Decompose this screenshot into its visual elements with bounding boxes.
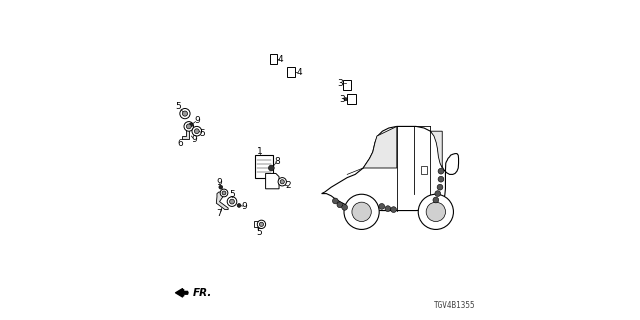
- Circle shape: [435, 191, 440, 196]
- Text: 2: 2: [286, 181, 291, 190]
- Polygon shape: [182, 126, 189, 139]
- Polygon shape: [322, 126, 458, 211]
- Circle shape: [230, 199, 234, 204]
- FancyArrowPatch shape: [175, 289, 188, 297]
- Text: 6: 6: [177, 139, 182, 148]
- Bar: [253, 221, 259, 227]
- Circle shape: [385, 206, 390, 212]
- Circle shape: [437, 184, 443, 190]
- Circle shape: [352, 202, 371, 221]
- FancyBboxPatch shape: [344, 80, 351, 90]
- FancyBboxPatch shape: [270, 54, 278, 64]
- FancyArrowPatch shape: [178, 290, 188, 296]
- Circle shape: [192, 126, 202, 136]
- FancyBboxPatch shape: [347, 94, 356, 104]
- Bar: [255, 155, 273, 178]
- Polygon shape: [216, 192, 228, 210]
- Circle shape: [237, 204, 241, 207]
- Circle shape: [344, 194, 380, 229]
- FancyBboxPatch shape: [287, 67, 296, 77]
- Circle shape: [426, 202, 445, 221]
- Text: 5: 5: [200, 129, 205, 138]
- Polygon shape: [364, 126, 397, 168]
- Circle shape: [180, 108, 190, 119]
- Circle shape: [438, 168, 444, 174]
- Text: 5: 5: [256, 228, 262, 237]
- Circle shape: [259, 222, 264, 227]
- Circle shape: [227, 197, 237, 206]
- Polygon shape: [430, 131, 442, 168]
- Circle shape: [433, 197, 439, 203]
- Circle shape: [222, 191, 226, 195]
- Polygon shape: [266, 173, 279, 189]
- Circle shape: [344, 98, 348, 101]
- Circle shape: [390, 207, 397, 212]
- Circle shape: [269, 165, 275, 171]
- Circle shape: [257, 220, 266, 228]
- Circle shape: [189, 123, 193, 127]
- Text: 3: 3: [337, 79, 343, 88]
- Circle shape: [379, 204, 385, 209]
- Circle shape: [278, 178, 287, 186]
- Text: 9: 9: [192, 135, 197, 144]
- Circle shape: [333, 198, 339, 204]
- Text: 9: 9: [241, 202, 247, 211]
- Circle shape: [280, 180, 284, 184]
- Bar: [421, 166, 426, 174]
- Circle shape: [186, 124, 191, 129]
- Text: 5: 5: [175, 102, 180, 111]
- Text: 8: 8: [275, 157, 280, 166]
- Text: 4: 4: [278, 55, 284, 64]
- Circle shape: [195, 129, 199, 134]
- Text: 3: 3: [339, 95, 344, 104]
- Text: 7: 7: [217, 209, 222, 218]
- Text: 5: 5: [230, 190, 236, 199]
- Circle shape: [219, 185, 223, 189]
- Circle shape: [182, 111, 188, 116]
- Text: 4: 4: [296, 68, 302, 76]
- Text: 9: 9: [216, 178, 221, 187]
- Circle shape: [342, 204, 348, 210]
- Circle shape: [337, 202, 343, 208]
- Circle shape: [220, 189, 228, 197]
- Circle shape: [419, 194, 453, 229]
- Text: 9: 9: [195, 116, 200, 125]
- Circle shape: [184, 122, 194, 131]
- Text: FR.: FR.: [193, 288, 212, 298]
- Text: 1: 1: [257, 147, 263, 156]
- Circle shape: [438, 176, 444, 182]
- Text: TGV4B1355: TGV4B1355: [433, 301, 475, 310]
